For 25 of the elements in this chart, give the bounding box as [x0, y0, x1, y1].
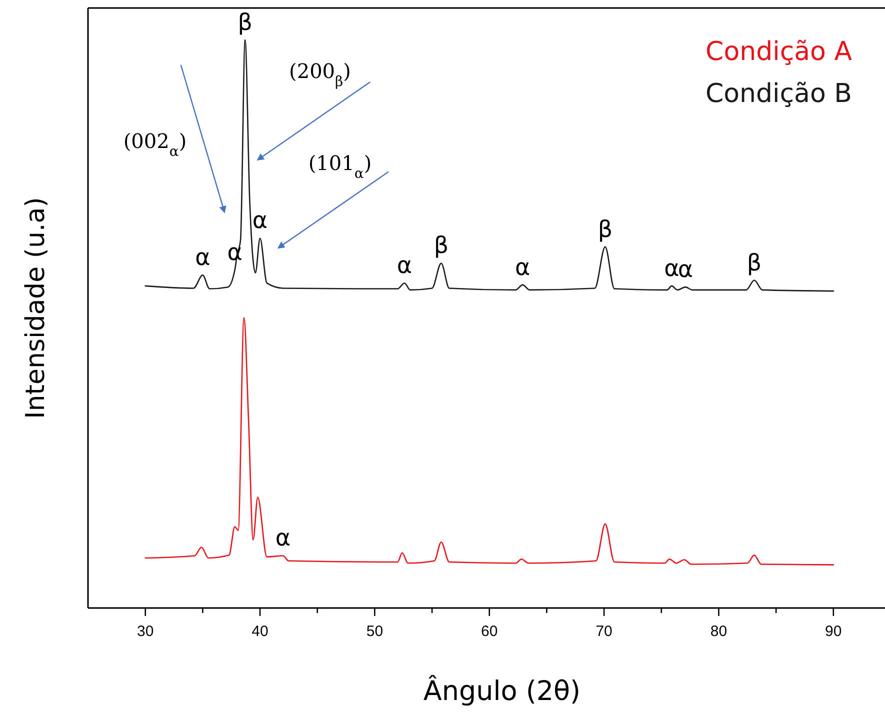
annotation: α: [515, 254, 530, 281]
annotation: α: [195, 245, 210, 272]
x-tick-label: 80: [710, 623, 728, 640]
annotation: β: [598, 216, 613, 243]
annotation: α: [678, 257, 694, 284]
y-axis-title: Intensidade (u.a): [21, 197, 51, 419]
annotation: α: [252, 208, 268, 234]
annotation: α: [664, 256, 680, 282]
annotation: β: [434, 233, 449, 260]
x-axis-title: Ângulo (2θ): [423, 674, 581, 707]
x-tick-label: 70: [596, 623, 612, 640]
annotation: α: [275, 526, 291, 552]
text: Condição A: [706, 37, 852, 67]
annotation: (101$_{α}$): [308, 151, 372, 182]
x-tick-label: 60: [481, 623, 498, 640]
x-tick-label: 50: [366, 623, 384, 640]
x-tick-label: 40: [252, 623, 268, 640]
annotation: α: [396, 253, 412, 280]
annotation: β: [746, 250, 762, 276]
annotation: β: [238, 10, 252, 36]
annotation: (200$_{β}$): [289, 59, 351, 90]
x-tick-label: 30: [136, 623, 154, 640]
annotation: (002$_{α}$): [123, 129, 187, 160]
text: Condição B: [705, 79, 852, 109]
x-tick-label: 90: [825, 623, 842, 640]
